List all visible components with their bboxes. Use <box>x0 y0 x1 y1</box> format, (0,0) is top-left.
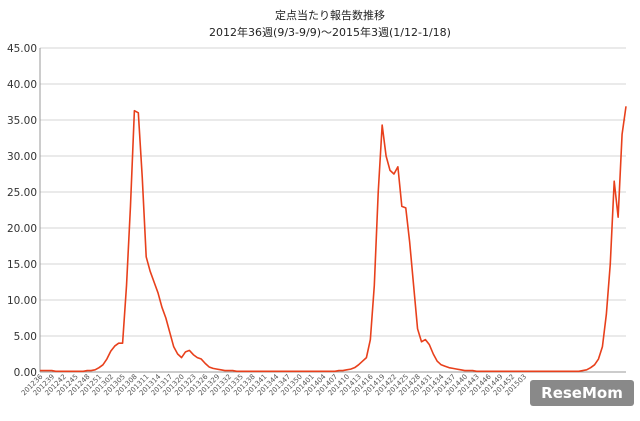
y-tick-label: 0.00 <box>14 367 37 379</box>
chart-title: 定点当たり報告数推移 <box>275 8 385 22</box>
y-tick-label: 40.00 <box>7 79 37 91</box>
y-tick-label: 5.00 <box>14 331 37 343</box>
watermark: ReseMom <box>530 380 634 406</box>
x-axis-tick-labels: 2012362012392012422012452012482012512013… <box>20 372 528 397</box>
watermark-text: ReseMom <box>541 384 623 402</box>
y-tick-label: 20.00 <box>7 223 37 235</box>
watermark-backdrop <box>530 380 634 406</box>
series-layer <box>40 106 627 373</box>
y-tick-label: 15.00 <box>7 259 37 271</box>
y-tick-label: 10.00 <box>7 295 37 307</box>
y-axis-tick-labels: 0.00 5.00 10.00 15.00 20.00 25.00 30.00 35.00 40… <box>7 43 37 379</box>
gridlines <box>39 47 626 373</box>
y-tick-label: 25.00 <box>7 187 37 199</box>
series-line <box>40 106 627 373</box>
chart-subtitle: 2012年36週(9/3-9/9)～2015年3週(1/12-1/18) <box>209 25 451 39</box>
y-tick-label: 35.00 <box>7 115 37 127</box>
y-tick-label: 45.00 <box>7 43 37 55</box>
y-tick-label: 30.00 <box>7 151 37 163</box>
